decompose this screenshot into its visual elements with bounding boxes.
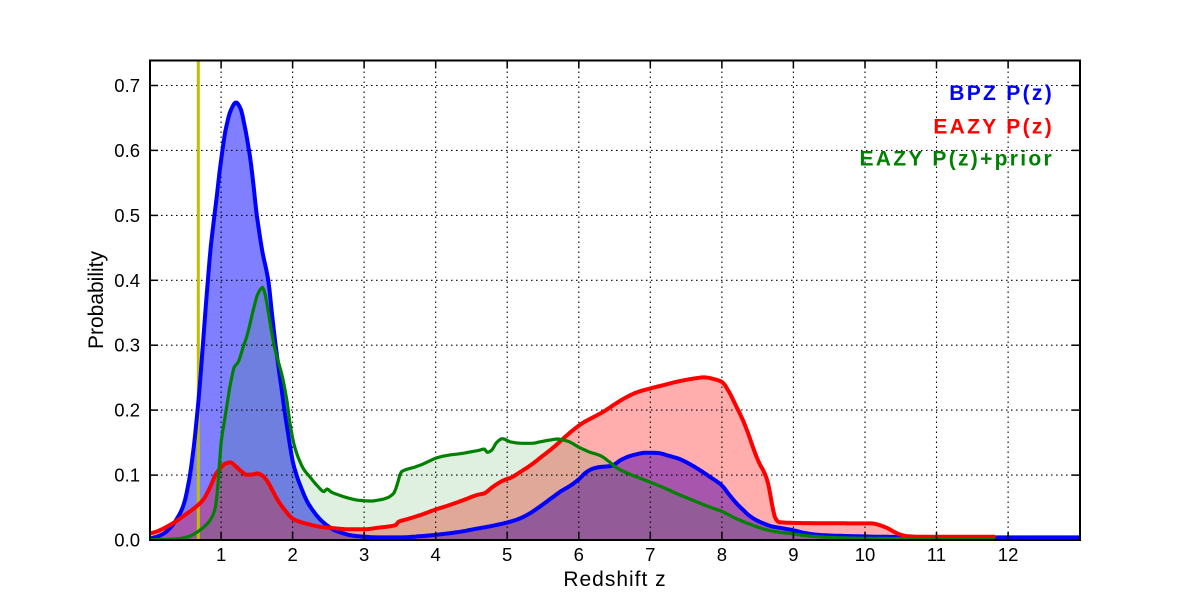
svg-text:0.0: 0.0 bbox=[114, 530, 140, 551]
svg-text:9: 9 bbox=[788, 544, 798, 565]
svg-text:BPZ P(z): BPZ P(z) bbox=[949, 82, 1054, 105]
svg-text:11: 11 bbox=[927, 544, 946, 565]
svg-text:4: 4 bbox=[431, 544, 441, 565]
svg-text:3: 3 bbox=[359, 544, 369, 565]
svg-text:0.1: 0.1 bbox=[114, 465, 140, 486]
svg-text:6: 6 bbox=[574, 544, 584, 565]
svg-text:10: 10 bbox=[855, 544, 876, 565]
svg-text:0.6: 0.6 bbox=[114, 140, 140, 161]
svg-text:7: 7 bbox=[645, 544, 655, 565]
svg-text:0.5: 0.5 bbox=[114, 205, 140, 226]
svg-text:2: 2 bbox=[287, 544, 297, 565]
svg-text:1: 1 bbox=[216, 544, 226, 565]
svg-text:Probability: Probability bbox=[85, 250, 108, 349]
svg-text:0.7: 0.7 bbox=[114, 75, 140, 96]
svg-text:0.2: 0.2 bbox=[114, 400, 140, 421]
svg-text:0.3: 0.3 bbox=[114, 335, 140, 356]
svg-text:12: 12 bbox=[998, 544, 1019, 565]
svg-text:EAZY P(z)+prior: EAZY P(z)+prior bbox=[859, 147, 1054, 170]
svg-text:0.4: 0.4 bbox=[114, 270, 140, 291]
svg-text:8: 8 bbox=[717, 544, 727, 565]
svg-text:EAZY P(z): EAZY P(z) bbox=[933, 116, 1054, 139]
svg-text:Redshift z: Redshift z bbox=[563, 568, 666, 591]
svg-text:5: 5 bbox=[502, 544, 512, 565]
